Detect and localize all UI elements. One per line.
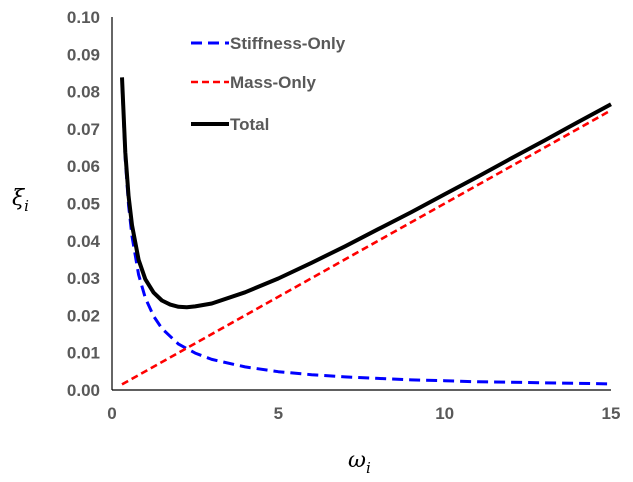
legend-label: Total: [230, 115, 269, 134]
y-tick-label: 0.00: [67, 381, 100, 400]
legend: Stiffness-Only Mass-Only Total: [191, 34, 346, 134]
series-line-stiffness-only: [120, 82, 612, 386]
tick-labels: 0.00 0.01 0.02 0.03 0.04 0.05 0.06 0.07 0.08 0.09…: [67, 8, 621, 423]
x-axis-title: ωi: [348, 448, 371, 477]
plot-lines: [120, 77, 612, 386]
legend-label: Mass-Only: [230, 73, 317, 92]
axes: [111, 17, 611, 391]
y-tick-label: 0.05: [67, 195, 100, 214]
x-tick-label: 15: [602, 404, 621, 423]
y-tick-label: 0.10: [67, 8, 100, 27]
y-axis-title: ξi: [12, 186, 29, 215]
x-tick-label: 0: [107, 404, 116, 423]
x-tick-label: 5: [274, 404, 283, 423]
y-tick-label: 0.06: [67, 157, 100, 176]
y-tick-label: 0.04: [67, 232, 101, 251]
y-tick-label: 0.03: [67, 269, 100, 288]
series-line-total: [120, 77, 612, 310]
series-line-mass-only: [121, 109, 612, 386]
y-tick-label: 0.07: [67, 120, 100, 139]
y-tick-label: 0.09: [67, 45, 100, 64]
y-tick-label: 0.08: [67, 83, 100, 102]
y-tick-label: 0.02: [67, 306, 100, 325]
y-tick-label: 0.01: [67, 344, 100, 363]
legend-label: Stiffness-Only: [230, 34, 346, 53]
x-tick-label: 10: [435, 404, 454, 423]
